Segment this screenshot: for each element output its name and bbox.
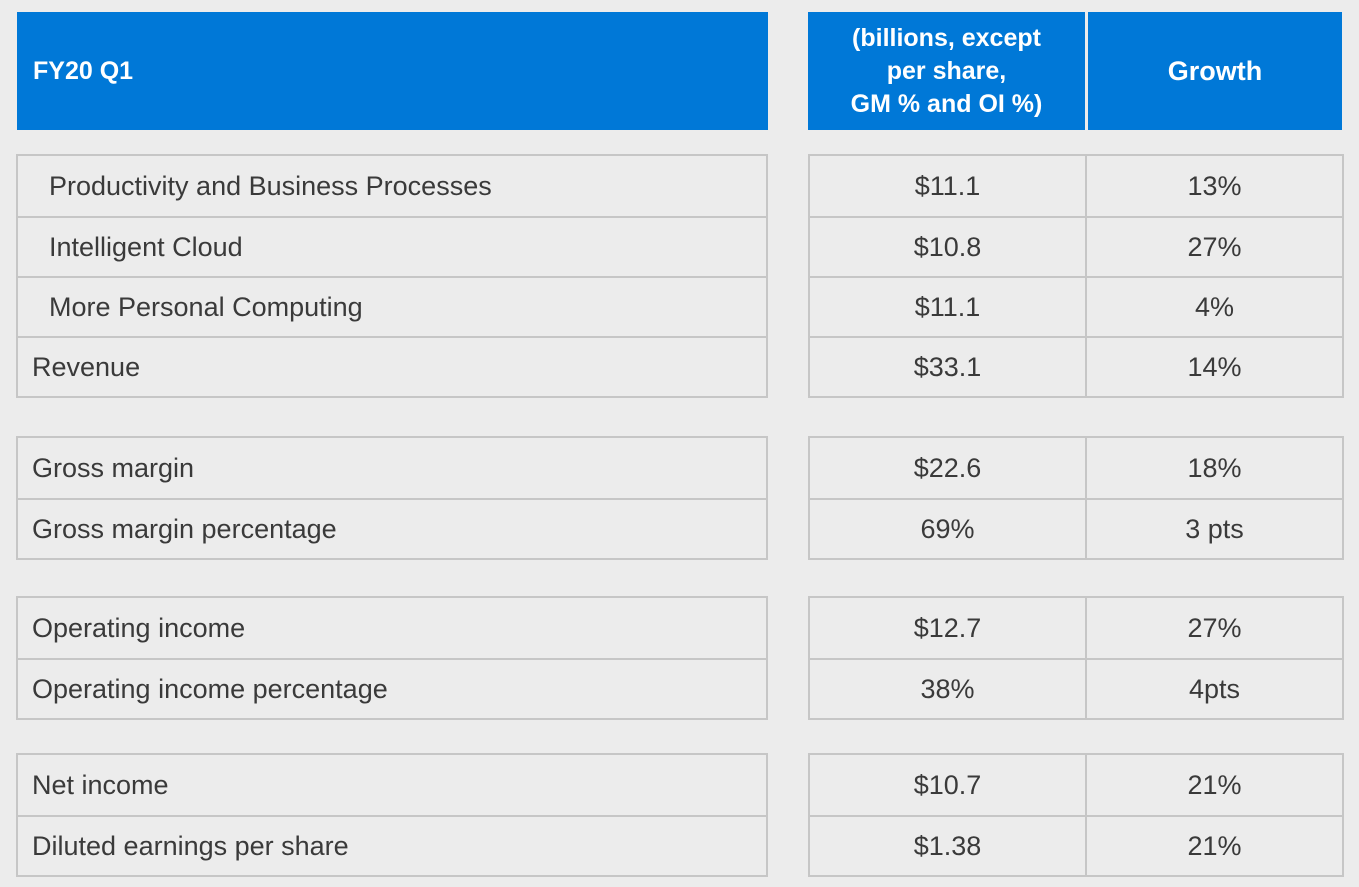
table-row: Intelligent Cloud [18,216,766,276]
units-header-label: (billions, except per share, GM % and OI… [850,23,1043,118]
row-label: Operating income [32,612,246,643]
growth-cell: 21% [1187,830,1242,861]
section-gross-margin-labels: Gross margin Gross margin percentage [16,436,768,560]
row-label: Intelligent Cloud [49,231,243,262]
row-label: Net income [32,769,169,800]
growth-header: Growth [1088,12,1342,130]
table-row: Gross margin percentage [18,498,766,558]
table-row: More Personal Computing [18,276,766,336]
value-cell: $12.7 [810,598,1087,658]
value-cell: $22.6 [810,438,1087,498]
table-row: $33.1 14% [810,336,1342,396]
growth-cell: 13% [1187,170,1242,201]
growth-cell: 14% [1187,351,1242,382]
section-revenue-values: $11.1 13% $10.8 27% $11.1 4% $33.1 14% [808,154,1344,398]
growth-cell: 27% [1187,231,1242,262]
table-row: $10.8 27% [810,216,1342,276]
value-cell: $33.1 [810,338,1087,396]
section-revenue-labels: Productivity and Business Processes Inte… [16,154,768,398]
row-label: More Personal Computing [49,291,363,322]
table-row: 38% 4pts [810,658,1342,718]
growth-cell: 27% [1187,612,1242,643]
row-label: Diluted earnings per share [32,830,349,861]
units-header: (billions, except per share, GM % and OI… [808,12,1085,130]
row-label: Gross margin [32,452,195,483]
row-label: Gross margin percentage [32,513,337,544]
table-row: Operating income percentage [18,658,766,718]
growth-cell: 3 pts [1185,513,1244,544]
section-net-income-values: $10.7 21% $1.38 21% [808,753,1344,877]
value-cell: 38% [810,660,1087,718]
table-row: Operating income [18,598,766,658]
section-operating-income-values: $12.7 27% 38% 4pts [808,596,1344,720]
growth-cell: 21% [1187,769,1242,800]
table-row: 69% 3 pts [810,498,1342,558]
table-row: $11.1 4% [810,276,1342,336]
table-row: Revenue [18,336,766,396]
section-net-income-labels: Net income Diluted earnings per share [16,753,768,877]
table-row: Diluted earnings per share [18,815,766,875]
row-label: Operating income percentage [32,673,388,704]
value-cell: $11.1 [810,156,1087,216]
row-label: Revenue [32,351,141,382]
table-row: $10.7 21% [810,755,1342,815]
value-cell: $10.8 [810,218,1087,276]
row-label: Productivity and Business Processes [49,170,492,201]
value-cell: $1.38 [810,817,1087,875]
period-header: FY20 Q1 [17,12,768,130]
value-cell: 69% [810,500,1087,558]
period-header-label: FY20 Q1 [33,56,134,85]
growth-header-label: Growth [1167,55,1263,86]
table-row: $12.7 27% [810,598,1342,658]
table-row: Gross margin [18,438,766,498]
table-row: Net income [18,755,766,815]
value-cell: $10.7 [810,755,1087,815]
growth-cell: 4% [1194,291,1235,322]
growth-cell: 4pts [1188,673,1241,704]
section-operating-income-labels: Operating income Operating income percen… [16,596,768,720]
section-gross-margin-values: $22.6 18% 69% 3 pts [808,436,1344,560]
table-row: $1.38 21% [810,815,1342,875]
growth-cell: 18% [1187,452,1242,483]
value-cell: $11.1 [810,278,1087,336]
table-row: $11.1 13% [810,156,1342,216]
table-row: $22.6 18% [810,438,1342,498]
table-row: Productivity and Business Processes [18,156,766,216]
